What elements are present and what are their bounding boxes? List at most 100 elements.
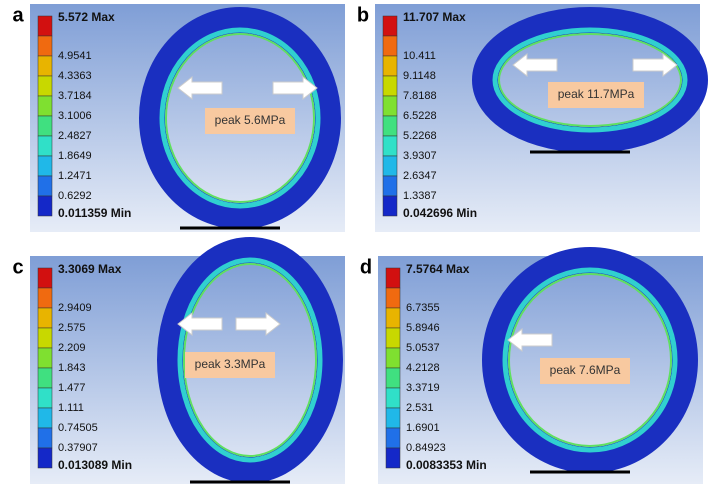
legend-swatch (37, 55, 53, 77)
legend-label: 3.3719 (406, 382, 440, 394)
legend-label: 2.209 (58, 342, 86, 354)
legend-label: 7.5764 Max (406, 262, 470, 276)
legend-swatch (382, 95, 398, 117)
legend-swatch (382, 155, 398, 177)
legend-label: 2.4827 (58, 130, 92, 142)
legend-label: 3.7184 (58, 90, 92, 102)
arrow (507, 327, 553, 353)
peak-label: peak 5.6MPa (215, 113, 286, 127)
legend-swatch (382, 195, 398, 217)
legend-label: 5.0537 (406, 342, 440, 354)
legend-swatch (382, 115, 398, 137)
legend-label: 0.013089 Min (58, 458, 132, 472)
legend-label: 5.572 Max (58, 10, 115, 24)
legend-swatch (385, 267, 401, 289)
model-inner (498, 33, 682, 127)
legend-label: 11.707 Max (403, 10, 466, 24)
legend-label: 4.2128 (406, 362, 440, 374)
legend-swatch (37, 387, 53, 409)
panel-label: a (12, 4, 24, 26)
legend-label: 2.575 (58, 322, 86, 334)
legend-label: 1.3387 (403, 190, 437, 202)
legend-swatch (385, 407, 401, 429)
legend-label: 0.37907 (58, 442, 98, 454)
legend-swatch (382, 75, 398, 97)
legend-swatch (37, 427, 53, 449)
arrow (177, 311, 223, 337)
legend-label: 9.1148 (403, 70, 436, 82)
legend-label: 3.9307 (403, 150, 437, 162)
model-inner (165, 33, 315, 203)
legend-label: 1.111 (58, 402, 84, 414)
legend-label: 2.6347 (403, 170, 437, 182)
legend-label: 1.2471 (58, 170, 92, 182)
legend-swatch (382, 135, 398, 157)
legend-label: 0.011359 Min (58, 206, 131, 220)
legend-label: 0.74505 (58, 422, 98, 434)
legend-swatch (37, 367, 53, 389)
legend-label: 7.8188 (403, 90, 437, 102)
legend-label: 3.1006 (58, 110, 92, 122)
legend-swatch (382, 55, 398, 77)
legend-swatch (385, 367, 401, 389)
legend-label: 0.042696 Min (403, 206, 477, 220)
legend-label: 1.8649 (58, 150, 92, 162)
model-stress (159, 27, 321, 209)
legend-swatch (37, 267, 53, 289)
legend-swatch (37, 195, 53, 217)
legend-swatch (37, 347, 53, 369)
legend-label: 4.9541 (58, 50, 92, 62)
panel: a peak 5.6MPa 5.572 Max 4.9541 4.3363 3.7184 3… (12, 4, 345, 232)
legend-swatch (37, 447, 53, 469)
legend-label: 2.9409 (58, 302, 92, 314)
model-outer (157, 237, 343, 483)
legend-swatch (37, 407, 53, 429)
panel: d peak 7.6MPa 7.5764 Max 6.7355 5.8946 5.0537… (360, 247, 703, 484)
panel: b peak 11.7MPa 11.707 Max 10.411 9.1148 7.818… (357, 4, 708, 232)
peak-label: peak 3.3MPa (195, 357, 266, 371)
legend-swatch (382, 35, 398, 57)
legend-label: 0.84923 (406, 442, 446, 454)
legend-label: 0.6292 (58, 190, 92, 202)
legend-swatch (385, 427, 401, 449)
legend-label: 3.3069 Max (58, 262, 122, 276)
panel: c peak 3.3MPa 3.3069 Max 2.9409 2.575 2.209 1.… (12, 237, 345, 484)
legend-label: 2.531 (406, 402, 434, 414)
model-outer (139, 7, 341, 229)
peak-box (548, 82, 644, 108)
legend-label: 5.8946 (406, 322, 440, 334)
legend-label: 1.477 (58, 382, 86, 394)
legend-swatch (37, 175, 53, 197)
arrow (512, 52, 558, 78)
legend-swatch (37, 307, 53, 329)
legend-label: 6.7355 (406, 302, 440, 314)
legend-label: 10.411 (403, 50, 436, 62)
model-stress (492, 27, 688, 133)
legend-swatch (37, 115, 53, 137)
arrow (272, 75, 318, 101)
legend-swatch (385, 327, 401, 349)
legend-swatch (37, 287, 53, 309)
panel-label: d (360, 256, 372, 278)
peak-box (205, 108, 295, 134)
legend-swatch (382, 175, 398, 197)
model-stress (502, 267, 678, 453)
legend-label: 1.843 (58, 362, 86, 374)
legend-swatch (37, 35, 53, 57)
model-inner (183, 263, 317, 457)
legend-swatch (385, 347, 401, 369)
legend-swatch (385, 307, 401, 329)
legend-swatch (37, 327, 53, 349)
peak-label: peak 7.6MPa (550, 363, 621, 377)
legend-swatch (37, 95, 53, 117)
model-stress (177, 257, 323, 463)
peak-box (185, 352, 275, 378)
legend-label: 0.0083353 Min (406, 458, 487, 472)
legend-swatch (37, 75, 53, 97)
model-outer (482, 247, 698, 473)
legend-swatch (382, 15, 398, 37)
legend-swatch (385, 387, 401, 409)
legend-swatch (37, 155, 53, 177)
panel-label: c (12, 256, 23, 278)
